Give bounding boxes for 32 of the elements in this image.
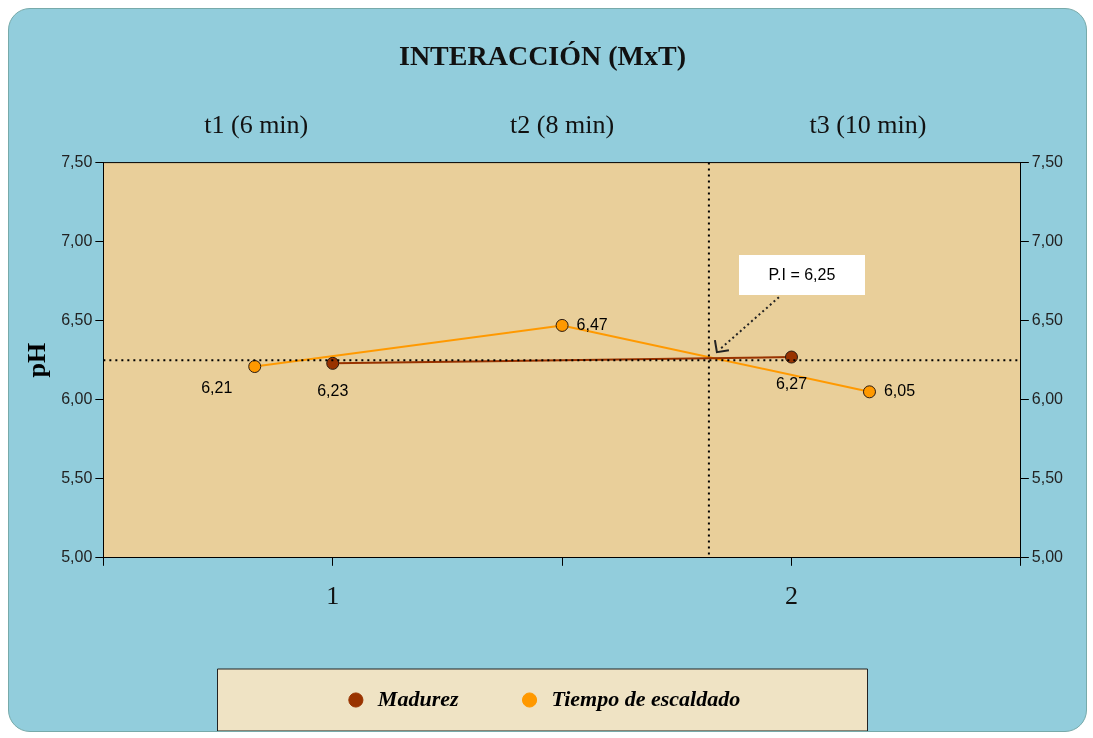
x-tick-label: 2 <box>784 581 798 611</box>
y2-tick-label: 7,50 <box>1031 153 1064 171</box>
data-label: 6,23 <box>317 381 349 399</box>
data-label: 6,21 <box>201 378 233 396</box>
y-tick-label: 5,00 <box>61 548 93 566</box>
y2-tick-label: 5,00 <box>1031 548 1064 566</box>
text: t1 (6 min) <box>204 110 309 140</box>
y-tick-label: 6,50 <box>61 311 93 329</box>
text: t3 (10 min) <box>809 110 927 140</box>
y2-tick-label: 6,50 <box>1031 311 1064 329</box>
point <box>326 356 340 370</box>
legend-label: Tiempo de escaldado <box>551 685 741 711</box>
point <box>555 318 569 332</box>
note-box: P.I = 6,25 <box>738 255 865 296</box>
point <box>784 350 798 364</box>
text: t2 (8 min) <box>510 110 615 140</box>
x-tick-label: 1 <box>326 581 340 611</box>
y-tick-label: 5,50 <box>61 469 93 487</box>
legend-label: Madurez <box>376 685 459 711</box>
data-label: 6,47 <box>576 315 608 333</box>
y-axis-title: pH <box>22 342 52 378</box>
y-tick-label: 7,00 <box>61 232 93 250</box>
y2-tick-label: 5,50 <box>1031 469 1064 487</box>
data-label: 6,05 <box>883 382 916 400</box>
y2-tick-label: 6,00 <box>1031 390 1064 408</box>
y-tick-label: 7,50 <box>61 153 93 171</box>
chart-title: INTERACCIÓN (MxT) <box>399 40 686 72</box>
y2-tick-label: 7,00 <box>1031 232 1064 250</box>
y-tick-label: 6,00 <box>61 390 93 408</box>
data-label: 6,27 <box>775 375 808 393</box>
point <box>862 385 876 399</box>
point <box>248 360 262 374</box>
